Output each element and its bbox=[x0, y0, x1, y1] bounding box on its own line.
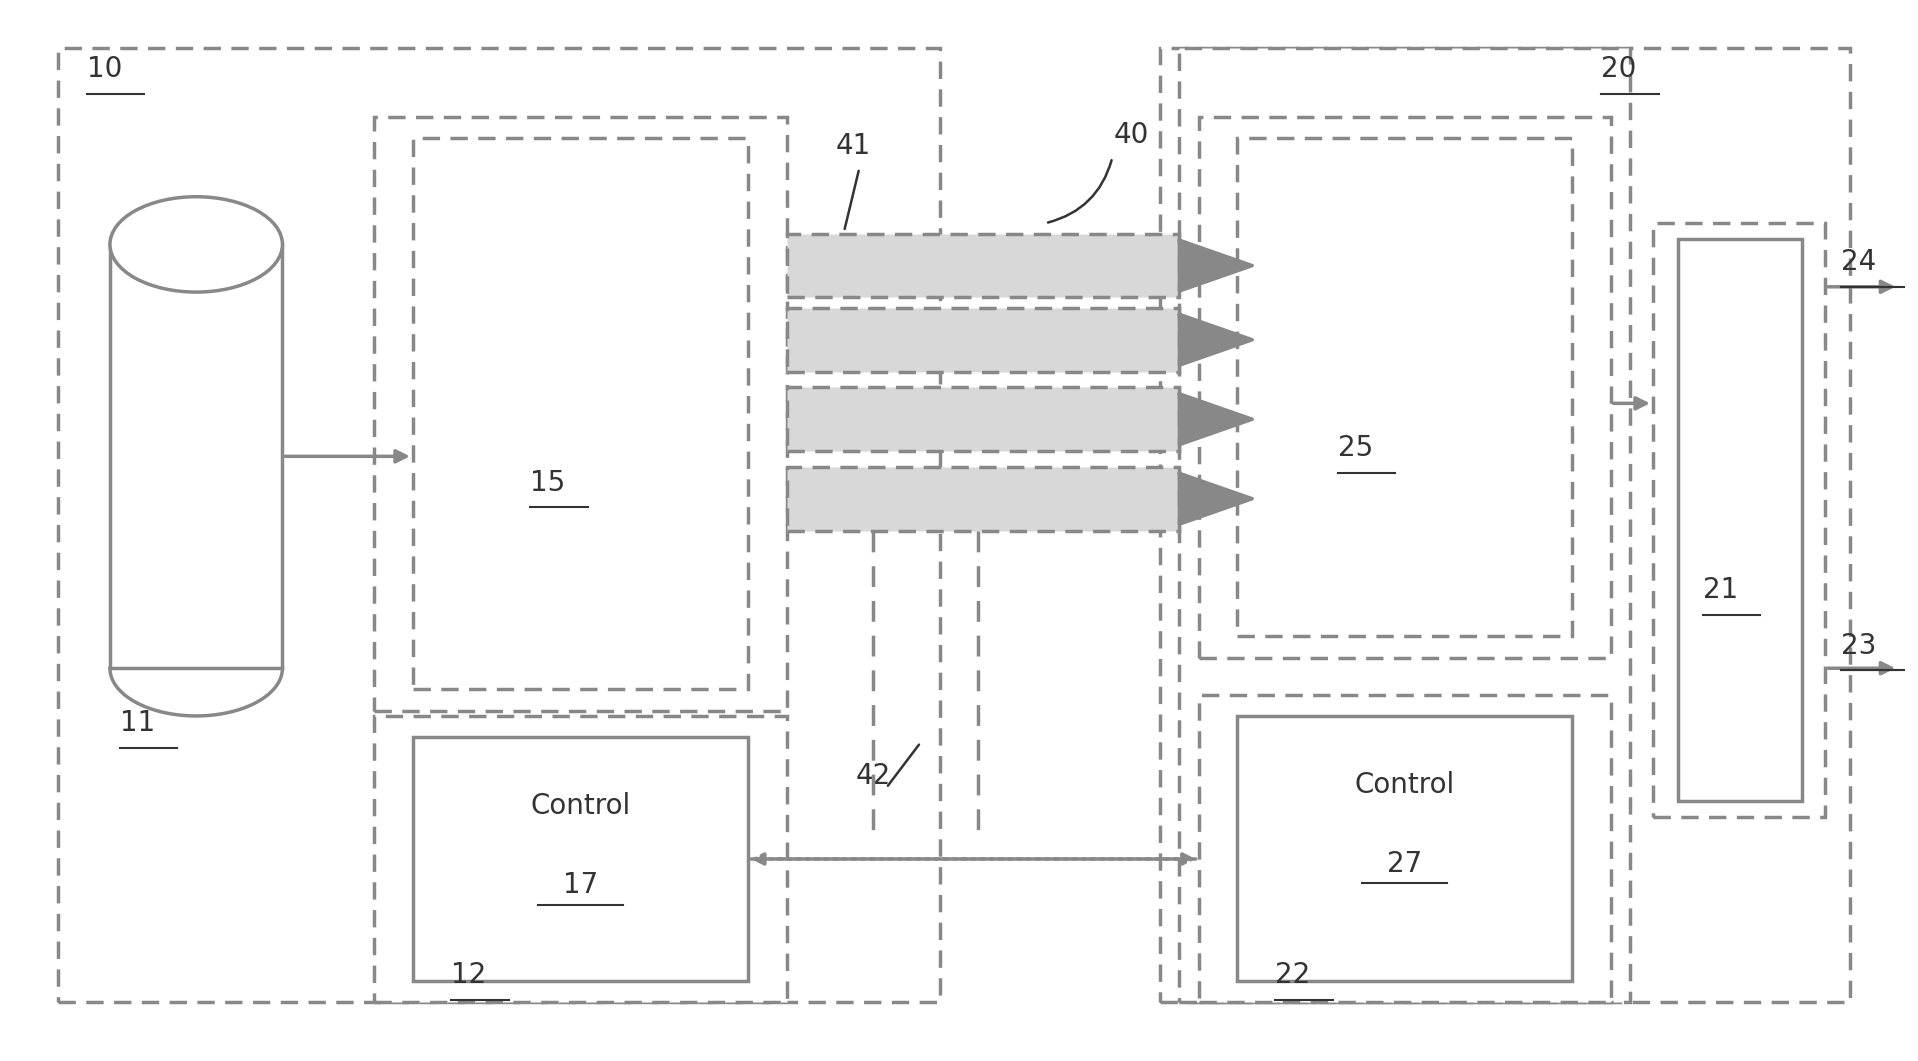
Bar bbox=[1237, 716, 1573, 980]
Text: 22: 22 bbox=[1275, 961, 1310, 989]
Text: 24: 24 bbox=[1841, 248, 1876, 276]
Text: 15: 15 bbox=[529, 469, 566, 497]
Bar bbox=[786, 308, 1180, 371]
Bar bbox=[58, 49, 940, 1002]
Polygon shape bbox=[1180, 473, 1252, 524]
Bar bbox=[786, 387, 1180, 451]
Bar bbox=[786, 233, 1180, 297]
Bar bbox=[374, 118, 786, 711]
Bar bbox=[1199, 118, 1611, 658]
Bar bbox=[412, 737, 748, 980]
Text: Control: Control bbox=[1354, 770, 1454, 799]
Text: 12: 12 bbox=[451, 961, 487, 989]
Polygon shape bbox=[1180, 394, 1252, 445]
Text: 27: 27 bbox=[1387, 850, 1423, 879]
Text: Control: Control bbox=[531, 792, 631, 820]
Text: 40: 40 bbox=[1114, 121, 1149, 149]
Bar bbox=[1199, 695, 1611, 1002]
Text: 41: 41 bbox=[836, 132, 871, 159]
Text: 17: 17 bbox=[562, 871, 598, 900]
Bar bbox=[1653, 223, 1826, 817]
Bar bbox=[786, 467, 1180, 530]
Polygon shape bbox=[1180, 314, 1252, 365]
Text: 23: 23 bbox=[1841, 631, 1876, 660]
Text: 21: 21 bbox=[1703, 576, 1738, 604]
Text: 10: 10 bbox=[86, 55, 123, 84]
Text: 42: 42 bbox=[855, 762, 890, 790]
Polygon shape bbox=[1180, 240, 1252, 291]
Bar bbox=[1180, 49, 1630, 1002]
Bar bbox=[1160, 49, 1851, 1002]
Text: 25: 25 bbox=[1337, 434, 1373, 463]
Ellipse shape bbox=[109, 196, 282, 292]
Text: 11: 11 bbox=[119, 709, 155, 737]
Bar bbox=[1678, 239, 1803, 801]
Text: 20: 20 bbox=[1602, 55, 1636, 84]
Bar bbox=[109, 244, 282, 668]
Bar bbox=[374, 716, 786, 1002]
Bar bbox=[412, 138, 748, 690]
Bar bbox=[1237, 138, 1573, 637]
